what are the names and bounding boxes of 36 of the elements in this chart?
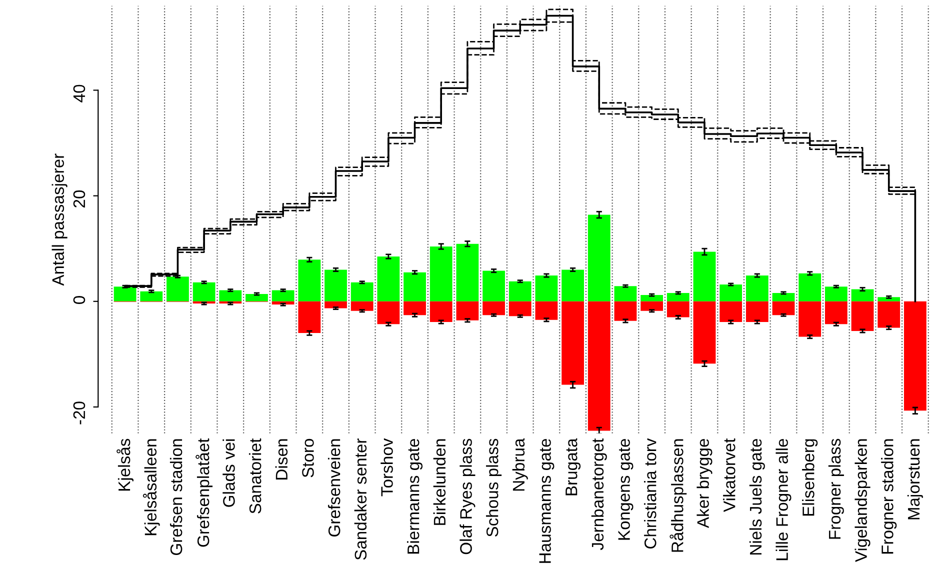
x-tick-label: Frogner plass xyxy=(828,438,844,539)
x-tick-label: Olaf Ryes plass xyxy=(460,438,476,554)
x-tick-label: Kjelsåsalleen xyxy=(142,439,160,536)
x-tick-label: Vikatorvet xyxy=(723,438,736,512)
x-tick-label: Rådhusplassen xyxy=(670,439,687,552)
x-tick-label: Sandaker senter xyxy=(354,438,367,560)
x-tick-label: Biermanns gate xyxy=(407,438,423,554)
x-tick-label: Kongens gate xyxy=(618,438,634,540)
x-tick-label: Glads vei xyxy=(222,439,235,507)
x-tick-label: Vigelandsparken xyxy=(854,439,870,562)
x-tick-label: Birkelunden xyxy=(433,439,446,525)
x-tick-label: Kjelsås xyxy=(116,438,134,491)
x-tick-label: Brugata xyxy=(566,438,581,496)
y-tick-label: 40 xyxy=(73,84,86,102)
x-tick-label: Grefsenveien xyxy=(328,439,340,537)
x-tick-label: Niels Juels gate xyxy=(749,438,765,555)
x-tick-label: Sanatoriet xyxy=(248,438,262,514)
y-tick-label: 20 xyxy=(73,190,86,208)
x-tick-label: Aker brygge xyxy=(696,438,712,528)
x-tick-label: Frogner stadion xyxy=(881,439,897,554)
x-tick-label: Majorstuen xyxy=(907,439,923,520)
x-tick-label: Torshov xyxy=(380,438,393,496)
x-tick-label: Hausmanns gate xyxy=(539,438,554,563)
x-tick-label: Christiania torv xyxy=(644,438,656,549)
x-tick-label: Schous plass xyxy=(486,438,502,537)
x-tick-label: Grefsenplatået xyxy=(196,438,213,547)
x-tick-label: Storo xyxy=(302,438,314,478)
y-tick-label: 0 xyxy=(73,296,86,304)
y-axis-title: Antall passasjerer xyxy=(52,154,68,286)
x-tick-label: Jernbanetorget xyxy=(591,438,607,550)
x-tick-label: Lille Frogner alle xyxy=(776,438,792,560)
x-tick-label: Elisenberg xyxy=(802,439,818,516)
x-tick-label: Disen xyxy=(275,439,288,480)
x-tick-label: Grefsen stadion xyxy=(170,439,182,556)
x-tick-label: Nybrua xyxy=(512,438,528,491)
y-tick-label: -20 xyxy=(73,402,86,424)
